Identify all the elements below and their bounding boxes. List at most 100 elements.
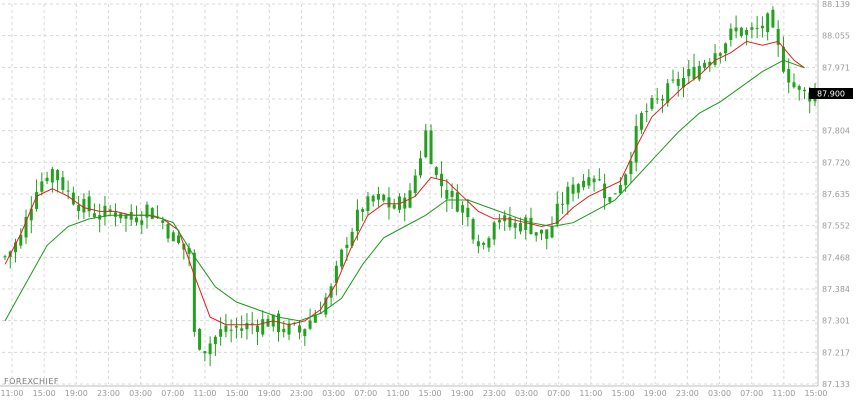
candle-body xyxy=(582,180,586,188)
candle-body xyxy=(524,217,528,230)
candle-body xyxy=(403,197,407,209)
current-price-tag: 87.900 xyxy=(809,88,853,99)
candle-body xyxy=(208,343,212,355)
candle-body xyxy=(261,319,265,335)
candle-body xyxy=(624,174,628,186)
candle-body xyxy=(471,219,475,240)
candle-body xyxy=(618,185,622,194)
moving-averages xyxy=(4,40,805,326)
candle-body xyxy=(219,329,223,337)
candle-body xyxy=(66,190,70,192)
candle-body xyxy=(129,211,133,220)
candle-body xyxy=(192,252,196,332)
candle-body xyxy=(603,183,607,199)
candle-body xyxy=(634,126,638,163)
candle-body xyxy=(776,29,780,45)
candle-body xyxy=(666,83,670,103)
candle-body xyxy=(282,328,286,333)
candle-body xyxy=(71,192,75,205)
candle-body xyxy=(166,223,170,239)
candle-body xyxy=(324,297,328,315)
candle-body xyxy=(56,170,60,181)
x-tick-label: 15:00 xyxy=(804,389,827,398)
candle-body xyxy=(140,220,144,225)
candle-body xyxy=(413,175,417,193)
candle-body xyxy=(87,196,91,212)
candle-body xyxy=(419,158,423,176)
candle-body xyxy=(518,223,522,232)
candle-body xyxy=(35,192,39,210)
candle-body xyxy=(592,178,596,183)
candle-body xyxy=(61,177,65,190)
x-tick-label: 11:00 xyxy=(579,389,602,398)
y-tick-label: 87.971 xyxy=(822,63,850,72)
y-tick-label: 87.301 xyxy=(822,317,850,326)
candle-body xyxy=(177,235,181,244)
candle-body xyxy=(461,205,465,213)
candle-body xyxy=(781,46,785,72)
candle-body xyxy=(555,203,559,225)
candle-body xyxy=(45,177,49,182)
candle-body xyxy=(797,86,801,90)
candle-body xyxy=(655,98,659,100)
x-tick-label: 23:00 xyxy=(676,389,699,398)
broker-logo-text: FOREXCHIEF xyxy=(4,377,60,386)
candle-body xyxy=(14,242,18,253)
candle-body xyxy=(245,323,249,330)
x-tick-label: 15:00 xyxy=(33,389,56,398)
candle-body xyxy=(145,204,149,218)
candle-body xyxy=(639,113,643,130)
candle-body xyxy=(587,177,591,186)
x-tick-label: 03:00 xyxy=(708,389,731,398)
y-tick-label: 87.468 xyxy=(822,253,850,262)
candle-body xyxy=(755,27,759,29)
candle-body xyxy=(40,181,44,192)
candle-body xyxy=(676,78,680,86)
candle-body xyxy=(92,213,96,218)
candle-body xyxy=(561,203,565,205)
candle-body xyxy=(787,69,791,83)
candle-body xyxy=(450,190,454,197)
candle-body xyxy=(576,184,580,193)
candle-body xyxy=(429,130,433,165)
candle-body xyxy=(760,25,764,29)
candle-body xyxy=(313,315,317,323)
current-price-tag-bg xyxy=(809,88,853,99)
y-tick-label: 88.139 xyxy=(822,0,850,9)
y-tick-label: 87.552 xyxy=(822,222,850,231)
candle-body xyxy=(645,111,649,113)
x-tick-label: 11:00 xyxy=(0,389,23,398)
candle-body xyxy=(203,351,207,354)
candle-body xyxy=(571,184,575,194)
x-tick-label: 07:00 xyxy=(161,389,184,398)
candle-body xyxy=(213,336,217,345)
candle-body xyxy=(660,98,664,101)
candle-body xyxy=(734,27,738,32)
candle-body xyxy=(397,196,401,210)
candle-body xyxy=(29,208,33,221)
candle-body xyxy=(482,242,486,245)
candle-body xyxy=(382,194,386,201)
candle-body xyxy=(497,220,501,223)
x-tick-label: 11:00 xyxy=(386,389,409,398)
candle-body xyxy=(50,168,54,183)
candle-body xyxy=(492,222,496,240)
candle-body xyxy=(150,208,154,219)
candle-body xyxy=(545,229,549,239)
candle-body xyxy=(19,234,23,246)
candle-body xyxy=(161,220,165,223)
x-tick-label: 19:00 xyxy=(258,389,281,398)
candle-body xyxy=(24,216,28,238)
x-tick-label: 15:00 xyxy=(419,389,442,398)
candle-body xyxy=(229,329,233,331)
candle-body xyxy=(108,209,112,212)
candle-body xyxy=(255,325,259,332)
candle-body xyxy=(529,217,533,234)
price-axis: 88.139 88.055 87.971 87.804 87.720 87.635 87.5… xyxy=(822,0,850,389)
candle-body xyxy=(298,325,302,333)
y-tick-label: 87.133 xyxy=(822,380,850,389)
x-tick-label: 11:00 xyxy=(772,389,795,398)
candlesticks xyxy=(3,6,817,367)
